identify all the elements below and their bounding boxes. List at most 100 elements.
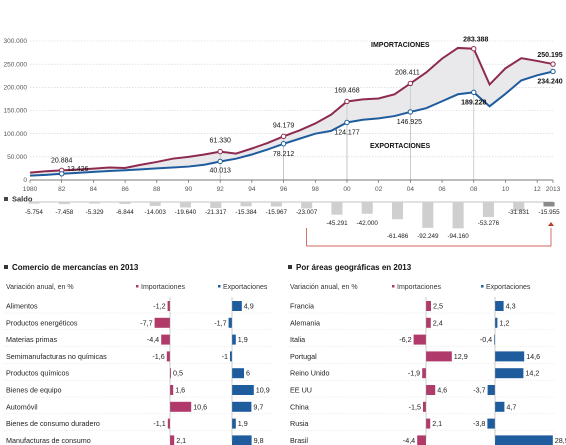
category-label: Rusia (290, 419, 308, 428)
saldo-bar (422, 202, 434, 228)
legend-swatch-imp (136, 285, 139, 288)
importaciones-value: -1,2 (153, 302, 165, 311)
x-tick-label: 82 (58, 186, 66, 193)
panel-title: Comercio de mercancías en 2013 (12, 263, 139, 272)
saldo-bars: Saldo -5.754 -7.458 -5.329 -6.844 -14.003 -19.… (4, 195, 560, 247)
x-tick-label: 2013 (546, 186, 561, 193)
x-axis: 1980 82 84 86 88 90 92 94 96 98 00 02 04 06 08 10 12 2013 (23, 179, 561, 193)
data-point-marker (407, 80, 414, 87)
importaciones-value: 4,6 (437, 386, 447, 395)
importaciones-bar (161, 334, 170, 345)
exportaciones-bar (487, 385, 495, 395)
exportaciones-value: 14,2 (525, 369, 539, 378)
exportaciones-line (29, 70, 554, 177)
exportaciones-value: 4,9 (244, 302, 254, 311)
category-label: Brasil (290, 436, 308, 445)
y-tick-label: 300.000 (4, 38, 28, 45)
exportaciones-value: 6 (246, 369, 250, 378)
exportaciones-bar (232, 368, 244, 379)
data-label: 234.240 (537, 78, 562, 85)
exportaciones-value: -3,7 (473, 386, 485, 395)
importaciones-bar (426, 317, 431, 328)
saldo-value: -19.640 (175, 209, 197, 216)
importaciones-value: -6,2 (399, 335, 411, 344)
saldo-value: -6.844 (116, 209, 134, 216)
saldo-value: -53.276 (478, 220, 500, 227)
saldo-label: Saldo (12, 195, 33, 204)
data-point-marker (344, 119, 350, 126)
saldo-bar (179, 202, 192, 208)
x-tick-label: 04 (407, 186, 415, 193)
exportaciones-bar (232, 334, 236, 345)
importaciones-bar (413, 334, 426, 345)
importaciones-value: 0,5 (173, 369, 183, 378)
exportaciones-value: 14,6 (526, 352, 540, 361)
x-tick-label: 1980 (23, 186, 38, 193)
comparison-bracket (306, 228, 552, 247)
exportaciones-value: -0,4 (480, 335, 492, 344)
series-label-exportaciones: EXPORTACIONES (370, 143, 430, 150)
category-label: EE UU (290, 386, 312, 395)
data-point-marker (58, 171, 65, 177)
x-tick-label: 86 (121, 186, 129, 193)
exportaciones-bar (232, 301, 242, 311)
panel-products: Comercio de mercancías en 2013 Variación … (4, 263, 272, 445)
area-fill (30, 47, 553, 176)
exportaciones-value: 4,7 (506, 402, 516, 411)
data-point-marker (407, 109, 414, 115)
data-label: 78.212 (273, 151, 295, 158)
saldo-value: -23.007 (296, 209, 318, 216)
saldo-value: -42.000 (357, 220, 379, 227)
data-label: 13.426 (67, 166, 89, 173)
x-tick-label: 00 (343, 186, 351, 193)
panel-regions: Por áreas geográficas en 2013 Variación a… (288, 263, 566, 445)
saldo-bar (513, 202, 525, 211)
x-tick-label: 06 (438, 186, 446, 193)
exportaciones-bar (495, 351, 525, 362)
importaciones-bar (167, 301, 170, 311)
exportaciones-value: 1,9 (238, 335, 248, 344)
importaciones-value: -4,4 (147, 335, 159, 344)
exportaciones-value: 10,9 (256, 386, 270, 395)
saldo-value: -21.317 (205, 209, 227, 216)
exportaciones-bar (232, 418, 236, 429)
saldo-bar (331, 202, 343, 215)
exportaciones-bar (495, 401, 505, 412)
exportaciones-bar (232, 385, 254, 395)
importaciones-bar (166, 351, 170, 362)
gap-area (30, 47, 553, 176)
exportaciones-bar (495, 301, 504, 311)
data-label: 20.884 (51, 157, 73, 164)
saldo-bar (301, 202, 313, 209)
importaciones-bar (170, 368, 171, 379)
y-tick-label: 100.000 (4, 131, 28, 138)
category-header: Variación anual, en % (290, 284, 358, 291)
bracket-arrow (548, 222, 554, 226)
saldo-bar (210, 202, 222, 208)
data-labels: 20.884 13.426 61.330 40.013 94.179 78.212 169.… (51, 37, 563, 180)
data-point-marker (471, 89, 477, 96)
saldo-value: -45.291 (326, 220, 348, 227)
exportaciones-value: -1 (222, 352, 228, 361)
y-tick-label: 150.000 (4, 108, 28, 115)
importaciones-value: -7,7 (140, 318, 152, 327)
data-point-marker (280, 133, 287, 140)
category-label: Semimanufacturas no químicas (6, 352, 107, 361)
category-label: Portugal (290, 352, 317, 361)
saldo-marker (4, 197, 8, 201)
legend-swatch-imp (392, 285, 395, 288)
data-label: 61.330 (209, 138, 231, 145)
saldo-value: -5.329 (86, 209, 104, 216)
x-tick-label: 84 (90, 186, 98, 193)
data-label: 94.179 (273, 122, 295, 129)
saldo-bar (149, 202, 161, 206)
legend-swatch-exp (218, 285, 221, 288)
saldo-value: -94.160 (447, 233, 469, 240)
saldo-value: -15.955 (538, 209, 560, 216)
data-label: 40.013 (209, 167, 231, 174)
legend-exportaciones: Exportaciones (486, 284, 531, 291)
importaciones-value: -4,4 (403, 436, 415, 445)
panel-marker (288, 265, 292, 269)
x-tick-label: 90 (185, 186, 193, 193)
